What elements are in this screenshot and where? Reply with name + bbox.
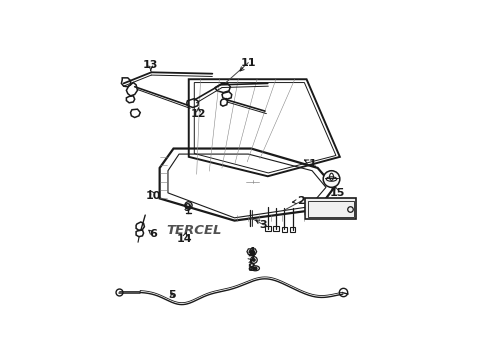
- Text: 7: 7: [247, 255, 255, 265]
- Text: 14: 14: [176, 234, 192, 244]
- Text: 11: 11: [241, 58, 256, 68]
- Text: 9: 9: [183, 203, 191, 213]
- Text: 13: 13: [143, 60, 158, 70]
- Text: 4: 4: [247, 247, 255, 257]
- Text: 12: 12: [191, 109, 206, 119]
- Text: TERCEL: TERCEL: [167, 224, 222, 237]
- Text: 10: 10: [146, 191, 161, 201]
- Text: 15: 15: [329, 188, 345, 198]
- Circle shape: [323, 171, 340, 187]
- Text: 5: 5: [168, 290, 176, 300]
- Text: 1: 1: [308, 159, 316, 169]
- Text: 2: 2: [297, 196, 305, 206]
- FancyBboxPatch shape: [305, 198, 356, 219]
- Circle shape: [252, 258, 255, 261]
- Text: 8: 8: [247, 263, 255, 273]
- Text: 6: 6: [149, 229, 157, 239]
- Text: 3: 3: [260, 220, 268, 230]
